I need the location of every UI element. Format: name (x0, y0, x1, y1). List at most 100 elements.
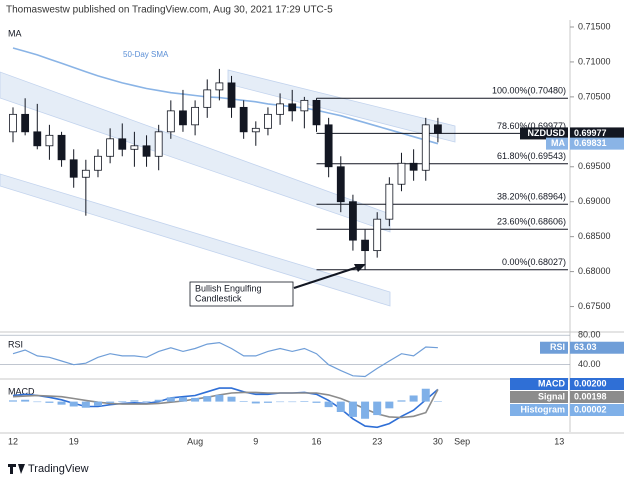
logo-mark (8, 464, 25, 474)
readout-name-bg (546, 137, 568, 150)
candle-body (300, 99, 309, 112)
y-tick-label: 0.68000 (578, 266, 611, 276)
histogram-bar (300, 400, 309, 402)
fib-label: 23.60%(0.68606) (497, 217, 566, 227)
readout-value: 0.69977 (574, 128, 607, 138)
candle-body (203, 89, 212, 108)
ma-line (12, 47, 439, 145)
channel (227, 69, 456, 143)
y-tick-label: 0.70500 (578, 91, 611, 101)
readout-bg (570, 341, 624, 354)
readout-name: RSI (550, 342, 565, 352)
histogram-bar (93, 401, 102, 406)
candle-body (191, 106, 200, 126)
logo (8, 464, 25, 474)
y-tick-label: 0.68500 (578, 231, 611, 241)
candle-body (94, 155, 102, 171)
histogram-bar (81, 401, 90, 408)
indicator-title: MA (8, 28, 22, 38)
channel (0, 71, 391, 233)
readout-name: NZDUSD (528, 128, 566, 138)
candle-body (33, 131, 42, 147)
candle-body (227, 82, 236, 108)
histogram-bar (239, 400, 248, 402)
candle-body (142, 145, 151, 157)
histogram-bar (312, 401, 321, 403)
readout-name: MACD (538, 378, 565, 388)
x-tick-label: 16 (311, 436, 321, 446)
histogram-bar (361, 401, 370, 419)
candle-body (130, 145, 139, 150)
readout-value: 0.00198 (574, 391, 607, 401)
candle-body (385, 183, 394, 220)
histogram-bar (9, 400, 17, 402)
histogram-bar (166, 397, 175, 402)
x-tick-label: 23 (372, 436, 382, 446)
histogram-bar (21, 399, 30, 402)
histogram-bar (178, 397, 187, 402)
candle-body (239, 106, 248, 133)
readout-bg (570, 137, 624, 150)
header: Thomaswestw published on TradingView.com… (6, 5, 333, 16)
histogram-bar (57, 401, 66, 405)
histogram-bar (106, 401, 115, 403)
histogram-bar (215, 394, 224, 402)
candle-body (324, 124, 333, 168)
candle-body (118, 138, 127, 150)
histogram-bar (324, 401, 333, 408)
candle-body (179, 110, 187, 126)
histogram-bar (142, 400, 151, 402)
readout-value: 63.03 (574, 342, 597, 352)
histogram-bar (276, 401, 285, 403)
candle-body (21, 113, 30, 133)
y-tick-label: 40.00 (578, 359, 601, 369)
fib-label: 38.20%(0.68964) (497, 192, 566, 202)
y-tick-label: 0.69000 (578, 196, 611, 206)
histogram-bar (336, 401, 345, 413)
footer: TradingView (28, 463, 89, 475)
candle-body (288, 103, 297, 112)
histogram-bar (45, 401, 54, 403)
readout-value: 0.00002 (574, 404, 607, 414)
candle-body (81, 169, 90, 178)
annotation: Bullish Engulfing (195, 283, 262, 293)
y-tick-label: 80.00 (578, 330, 601, 340)
readout-name: MA (551, 138, 565, 148)
readout-value: 0.00200 (574, 378, 607, 388)
candle-body (154, 131, 163, 157)
candle-body (57, 134, 66, 161)
readout-bg (570, 391, 624, 403)
fib-label: 78.60%(0.69977) (497, 121, 566, 131)
x-tick-label: 13 (554, 436, 564, 446)
y-tick-label: 0.71000 (578, 56, 611, 66)
histogram-bar (421, 388, 430, 402)
candle-body (349, 201, 357, 241)
candle-body (361, 239, 369, 252)
arrow (293, 266, 359, 289)
candle-body (276, 103, 284, 115)
readout-bg (570, 378, 624, 390)
candle-body (397, 162, 406, 185)
x-tick-label: 30 (433, 436, 443, 446)
fib-label: 0.00%(0.68027) (502, 257, 566, 267)
x-tick-label: Sep (454, 436, 470, 446)
histogram-bar (409, 395, 418, 402)
candle-body (251, 127, 260, 133)
annotation: 50-Day SMA (123, 50, 169, 59)
readout-name-bg (510, 404, 568, 416)
x-tick-label: 9 (253, 436, 258, 446)
histogram-bar (33, 401, 42, 403)
histogram-bar (397, 400, 406, 402)
histogram-bar (348, 401, 357, 417)
readout-name: Signal (538, 391, 565, 401)
histogram-bar (130, 400, 139, 402)
histogram-bar (433, 401, 442, 402)
indicator-title: MACD (8, 386, 35, 396)
histogram-bar (69, 401, 78, 407)
histogram-bar (227, 396, 236, 402)
candle-body (106, 138, 115, 157)
candle-body (433, 124, 442, 134)
histogram-bar (373, 401, 382, 416)
y-tick-label: 0.67500 (578, 301, 611, 311)
fib-label: 100.00%(0.70480) (492, 86, 566, 96)
